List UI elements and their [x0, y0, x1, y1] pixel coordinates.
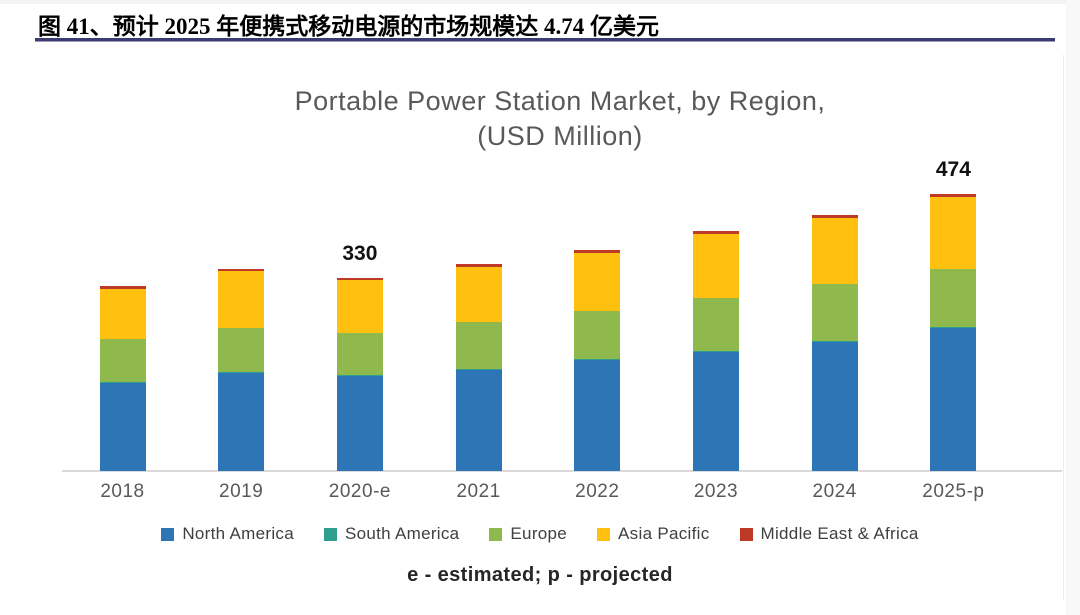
bar-value-label: 474	[935, 157, 971, 181]
bar-segment-north-america	[930, 328, 977, 471]
x-axis-label: 2020-e	[328, 481, 391, 502]
legend-label-middle-east-africa: Middle East & Africa	[760, 524, 919, 543]
figure-caption: 图 41、预计 2025 年便携式移动电源的市场规模达 4.74 亿美元	[38, 14, 659, 39]
bar-segment-europe	[930, 269, 977, 328]
bar-segment-south-america	[336, 375, 383, 377]
bar-value-label: 330	[342, 241, 378, 265]
legend-swatch-north-america	[161, 527, 175, 541]
bar-segment-south-america	[218, 371, 265, 373]
bar-segment-asia-pacific	[455, 266, 502, 323]
bar-segment-south-america	[930, 327, 977, 329]
bar-segment-middle-east-africa	[455, 263, 502, 267]
bar-segment-north-america	[574, 360, 621, 471]
bar-segment-north-america	[455, 369, 502, 471]
legend-item-north-america: North America	[161, 524, 294, 544]
plot-area: 330 474	[62, 157, 1062, 472]
x-axis-line	[62, 470, 1062, 472]
page-edge-right	[1066, 0, 1080, 615]
bar-segment-north-america	[693, 352, 739, 471]
legend-item-europe: Europe	[489, 524, 567, 544]
legend-item-south-america: South America	[323, 524, 460, 544]
bar-segment-asia-pacific	[99, 289, 146, 339]
bar-segment-middle-east-africa	[693, 230, 739, 234]
legend-swatch-asia-pacific	[597, 527, 611, 541]
chart-title-line2: (USD Million)	[477, 121, 643, 151]
legend-item-middle-east-africa: Middle East & Africa	[739, 524, 919, 544]
x-axis-label: 2019	[219, 481, 264, 502]
bar-segment-middle-east-africa	[218, 268, 265, 272]
x-axis-label: 2018	[100, 481, 145, 502]
x-axis-label: 2025-p	[922, 481, 985, 502]
bar-2023	[693, 230, 739, 471]
bar-segment-europe	[218, 327, 265, 372]
bar-segment-north-america	[218, 372, 265, 471]
bar-segment-asia-pacific	[336, 280, 383, 333]
chart-legend: North America South America Europe Asia Pac…	[0, 524, 1080, 544]
bar-2018	[99, 286, 146, 471]
caption-underline	[35, 38, 1055, 41]
bar-segment-south-america	[574, 359, 621, 361]
legend-item-asia-pacific: Asia Pacific	[597, 524, 709, 544]
bar-segment-north-america	[99, 383, 146, 471]
legend-label-europe: Europe	[510, 524, 568, 543]
bar-2024	[811, 215, 858, 471]
bar-segment-europe	[455, 322, 502, 369]
bar-segment-middle-east-africa	[930, 193, 977, 197]
bar-segment-middle-east-africa	[574, 249, 621, 253]
bar-2019	[218, 268, 265, 471]
legend-swatch-south-america	[323, 527, 337, 541]
x-axis-labels: 2018 2019 2020-e 2021 2022 2023 2024 2025-p	[0, 481, 1080, 507]
chart-footnote: e - estimated; p - projected	[407, 564, 673, 586]
bar-segment-north-america	[811, 342, 858, 471]
bar-segment-south-america	[455, 368, 502, 370]
bar-2021	[455, 263, 502, 471]
x-axis-label: 2022	[575, 481, 620, 502]
x-axis-label: 2023	[693, 481, 739, 502]
bar-segment-europe	[811, 284, 858, 342]
bar-segment-asia-pacific	[574, 252, 621, 312]
bar-segment-europe	[574, 311, 621, 360]
bar-segment-asia-pacific	[811, 218, 858, 285]
bar-segment-europe	[336, 332, 383, 376]
bar-segment-europe	[693, 298, 739, 352]
bar-segment-north-america	[336, 376, 383, 471]
x-axis-label: 2021	[456, 481, 501, 502]
bar-2020-e	[336, 278, 383, 471]
chart-title: Portable Power Station Market, by Region…	[60, 84, 1060, 154]
bar-2022	[574, 249, 621, 471]
legend-label-south-america: South America	[344, 524, 460, 543]
bar-segment-europe	[99, 338, 146, 383]
legend-swatch-europe	[489, 527, 503, 541]
chart-title-line1: Portable Power Station Market, by Region…	[294, 86, 826, 116]
page-edge-line	[1063, 55, 1064, 600]
page-edge-top	[0, 0, 1080, 4]
bar-segment-middle-east-africa	[336, 278, 383, 281]
bar-segment-middle-east-africa	[99, 286, 146, 290]
bar-segment-asia-pacific	[218, 271, 265, 328]
legend-label-asia-pacific: Asia Pacific	[618, 524, 710, 543]
bar-2025-p	[930, 193, 977, 471]
bar-segment-asia-pacific	[693, 233, 739, 299]
bar-segment-south-america	[99, 382, 146, 384]
bar-segment-asia-pacific	[930, 196, 977, 270]
legend-label-north-america: North America	[182, 524, 294, 543]
x-axis-label: 2024	[812, 481, 857, 502]
legend-swatch-middle-east-africa	[739, 527, 753, 541]
bar-segment-south-america	[693, 351, 739, 353]
bar-segment-middle-east-africa	[811, 215, 858, 219]
bar-segment-south-america	[811, 341, 858, 343]
